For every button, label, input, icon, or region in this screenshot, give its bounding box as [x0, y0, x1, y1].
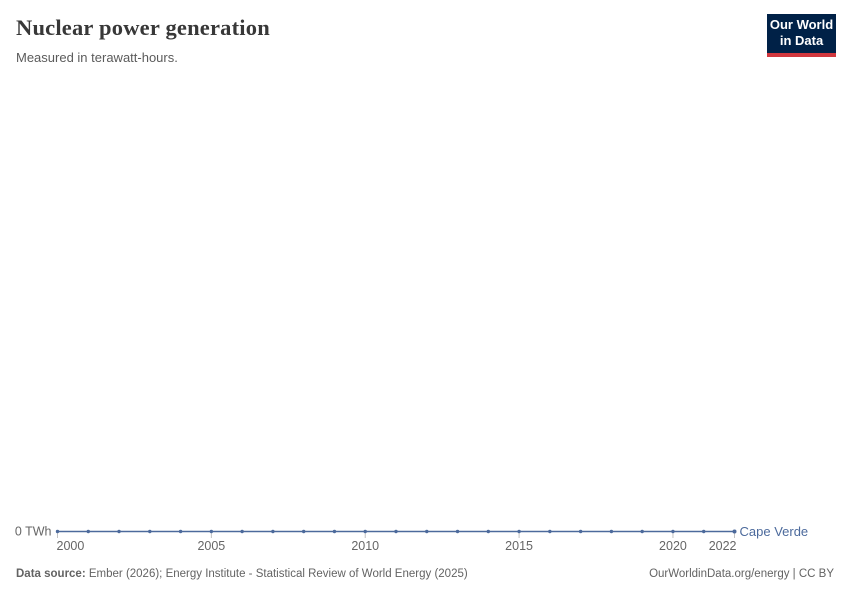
y-axis-label: 0 TWh	[15, 525, 52, 539]
data-point[interactable]	[148, 529, 152, 534]
x-axis-label: 2015	[505, 539, 533, 553]
data-point[interactable]	[240, 529, 244, 534]
data-point[interactable]	[209, 529, 214, 534]
x-axis-label: 2022	[709, 539, 737, 553]
data-point[interactable]	[578, 529, 583, 534]
data-point[interactable]	[548, 529, 552, 534]
owid-logo[interactable]: Our World in Data	[767, 14, 836, 57]
data-point[interactable]	[394, 529, 398, 534]
data-point[interactable]	[486, 529, 491, 534]
owid-logo-line1: Our World	[769, 17, 834, 32]
data-point[interactable]	[271, 529, 275, 534]
data-source-note: Data source: Ember (2026); Energy Instit…	[16, 568, 468, 580]
data-point[interactable]	[517, 529, 521, 534]
chart-header: Nuclear power generation Measured in ter…	[16, 14, 270, 65]
data-point[interactable]	[363, 529, 367, 534]
data-point[interactable]	[455, 529, 460, 534]
owid-logo-line2: in Data	[779, 33, 824, 49]
chart-subtitle: Measured in terawatt-hours.	[16, 50, 178, 65]
data-source-label: Data source:	[16, 568, 86, 580]
chart-footer: Data source: Ember (2026); Energy Instit…	[16, 568, 834, 580]
data-point[interactable]	[425, 529, 429, 534]
x-axis-label: 2010	[351, 539, 379, 553]
data-point[interactable]	[55, 529, 60, 534]
data-point[interactable]	[332, 529, 337, 534]
data-point[interactable]	[640, 529, 644, 534]
x-axis-label: 2005	[197, 539, 225, 553]
data-point[interactable]	[671, 529, 675, 534]
data-point[interactable]	[732, 529, 737, 534]
data-source-text: Ember (2026); Energy Institute - Statist…	[88, 568, 468, 580]
x-axis-label: 2020	[659, 539, 687, 553]
data-point[interactable]	[117, 529, 121, 534]
page-title: Nuclear power generation	[16, 15, 270, 40]
owid-footer-link[interactable]: OurWorldinData.org/energy | CC BY	[649, 568, 834, 580]
data-point[interactable]	[609, 529, 614, 534]
data-point[interactable]	[86, 529, 90, 534]
data-point[interactable]	[178, 529, 183, 534]
data-point[interactable]	[702, 529, 706, 534]
entity-label[interactable]: Cape Verde	[740, 524, 809, 539]
data-point[interactable]	[301, 529, 306, 534]
x-axis-label: 2000	[57, 539, 85, 553]
